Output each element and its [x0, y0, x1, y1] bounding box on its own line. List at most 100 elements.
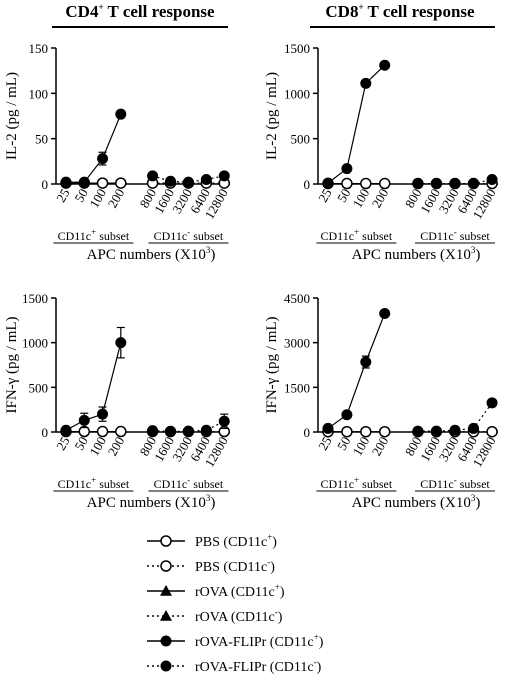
x-tick-label: 50	[71, 434, 90, 453]
y-tick-label: 1000	[284, 86, 310, 101]
x-tick-label: 200	[105, 186, 128, 210]
x-tick-label: 100	[350, 186, 373, 210]
subset-label-pos: CD11c+ subset	[321, 227, 393, 243]
data-point	[360, 356, 372, 368]
x-tick-label: 25	[53, 186, 72, 205]
data-point	[430, 425, 442, 437]
y-tick-label: 500	[291, 132, 311, 147]
data-point	[60, 176, 72, 188]
y-tick-label: 500	[29, 380, 49, 395]
series-line	[327, 64, 386, 184]
data-point	[218, 170, 230, 182]
y-tick-label: 150	[29, 41, 49, 56]
data-point	[468, 178, 480, 190]
data-point	[341, 409, 353, 421]
legend-marker	[160, 660, 172, 672]
legend-marker	[160, 535, 172, 547]
series-line	[66, 113, 122, 183]
x-tick-label: 200	[369, 434, 392, 458]
data-point	[147, 425, 159, 437]
series-line	[417, 402, 493, 432]
series-line	[65, 342, 122, 431]
series-line	[417, 178, 493, 185]
data-point	[430, 178, 442, 190]
subset-label-pos: CD11c+ subset	[58, 227, 130, 243]
x-axis-label: APC numbers (X103)	[352, 245, 481, 263]
x-tick-label: 100	[86, 186, 109, 210]
data-point	[341, 177, 353, 190]
subset-label-neg: CD11c- subset	[154, 227, 224, 243]
data-point	[200, 173, 212, 185]
y-axis-label: IL-2 (pg / mL)	[4, 72, 20, 160]
y-axis-label: IL-2 (pg / mL)	[264, 72, 280, 160]
data-point	[218, 415, 230, 427]
header-cd4: CD4+ T cell response	[65, 2, 215, 21]
y-tick-label: 100	[29, 86, 49, 101]
data-point	[96, 425, 109, 438]
x-tick-label: 200	[369, 186, 392, 210]
x-tick-label: 50	[71, 186, 90, 205]
x-tick-label: 25	[315, 434, 334, 453]
data-point	[78, 414, 90, 426]
subset-label-pos: CD11c+ subset	[58, 475, 130, 491]
legend-marker	[160, 610, 172, 621]
legend-label: rOVA (CD11c-)	[195, 607, 283, 625]
data-point	[412, 425, 424, 437]
legend-item: rOVA-FLIPr (CD11c+)	[147, 632, 324, 650]
data-point	[182, 176, 194, 188]
data-point	[200, 424, 212, 436]
legend-label: PBS (CD11c+)	[195, 532, 277, 550]
y-tick-label: 4500	[284, 291, 310, 306]
data-point	[164, 426, 176, 438]
y-tick-label: 3000	[284, 336, 310, 351]
data-point	[96, 177, 109, 189]
y-tick-label: 1000	[22, 336, 48, 351]
data-point	[449, 178, 461, 190]
y-axis-label: IFN-γ (pg / mL)	[264, 316, 280, 413]
data-point	[379, 307, 391, 319]
x-axis-label: APC numbers (X103)	[87, 493, 216, 511]
data-point	[486, 425, 498, 438]
data-point	[341, 163, 353, 175]
y-tick-label: 0	[304, 425, 311, 440]
legend-marker	[160, 635, 172, 647]
legend-label: rOVA (CD11c+)	[195, 582, 285, 600]
series-line	[327, 313, 386, 429]
data-point	[147, 170, 159, 182]
subset-label-pos: CD11c+ subset	[321, 475, 393, 491]
data-point	[322, 422, 334, 434]
x-tick-label: 200	[105, 434, 128, 458]
x-tick-label: 25	[53, 434, 72, 453]
data-point	[182, 425, 194, 437]
legend-marker	[160, 585, 172, 596]
x-tick-label: 50	[334, 186, 353, 205]
legend-item: rOVA-FLIPr (CD11c-)	[147, 657, 322, 675]
data-point	[360, 77, 372, 89]
legend-item: rOVA (CD11c+)	[147, 582, 285, 600]
y-tick-label: 0	[304, 177, 311, 192]
y-tick-label: 0	[42, 177, 49, 192]
x-axis-label: APC numbers (X103)	[87, 245, 216, 263]
subset-label-neg: CD11c- subset	[420, 475, 490, 491]
data-point	[360, 425, 372, 438]
data-point	[449, 424, 461, 436]
y-tick-label: 0	[42, 425, 49, 440]
data-point	[115, 425, 127, 438]
x-tick-label: 25	[315, 186, 334, 205]
y-tick-label: 1500	[284, 380, 310, 395]
x-tick-label: 100	[86, 434, 109, 458]
legend-item: PBS (CD11c-)	[147, 557, 275, 575]
data-point	[486, 173, 498, 185]
subset-label-neg: CD11c- subset	[420, 227, 490, 243]
data-point	[360, 177, 372, 190]
legend-label: PBS (CD11c-)	[195, 557, 275, 575]
data-point	[115, 177, 127, 189]
x-axis-label: APC numbers (X103)	[352, 493, 481, 511]
data-point	[97, 408, 109, 420]
x-tick-label: 100	[350, 434, 373, 458]
